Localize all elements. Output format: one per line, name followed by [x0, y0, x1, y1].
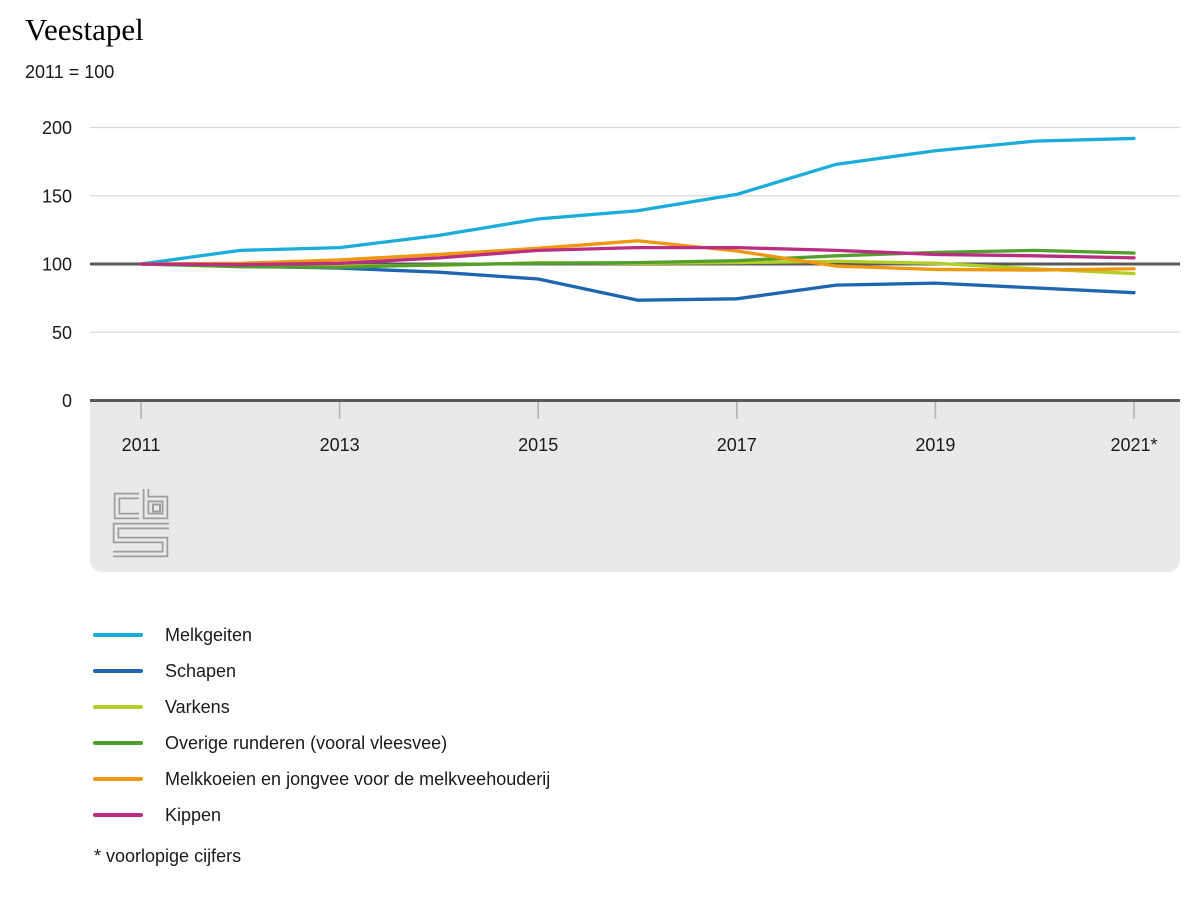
cbs-logo-b-dot	[152, 503, 161, 513]
cbs-logo	[112, 489, 169, 558]
x-tick-label-2015: 2015	[518, 435, 558, 455]
legend-swatch-schapen	[93, 669, 143, 673]
y-tick-label-0: 0	[62, 391, 72, 411]
legend-label-overige-runderen-vooral-vleesvee: Overige runderen (vooral vleesvee)	[165, 732, 448, 753]
cbs-logo-stroke-inner-0	[115, 494, 139, 518]
series-line-kippen	[139, 245, 1136, 267]
cbs-logo-stroke-inner-2	[113, 524, 169, 556]
y-tick-label-100: 100	[42, 255, 72, 275]
x-tick-label-2019: 2019	[915, 435, 955, 455]
legend-item-kippen: Kippen	[93, 797, 550, 833]
legend-swatch-melkkoeien-en-jongvee-voor-de-melkveehouderij	[93, 777, 143, 781]
legend-item-overige-runderen-vooral-vleesvee: Overige runderen (vooral vleesvee)	[93, 725, 550, 761]
y-tick-label-150: 150	[42, 186, 72, 206]
legend-item-schapen: Schapen	[93, 653, 550, 689]
page-title: Veestapel	[25, 12, 144, 47]
legend-swatch-kippen	[93, 813, 143, 817]
series-line-melkkoeien-en-jongvee-voor-de-melkveehouderij	[139, 239, 1136, 272]
y-tick-label-50: 50	[52, 323, 72, 343]
x-tick-label-2011: 2011	[122, 435, 161, 455]
legend-swatch-overige-runderen-vooral-vleesvee	[93, 741, 143, 745]
legend-item-melkkoeien-en-jongvee-voor-de-melkveehouderij: Melkkoeien en jongvee voor de melkveehou…	[93, 761, 550, 797]
legend-label-varkens: Varkens	[165, 696, 230, 717]
legend-label-schapen: Schapen	[165, 660, 237, 681]
legend-label-melkgeiten: Melkgeiten	[165, 624, 253, 645]
x-tick-label-2013: 2013	[320, 435, 360, 455]
line-chart: 2011 2013 2015 2017 2019 2021* 0 50 100 150 200	[42, 118, 1180, 572]
chart-legend: Melkgeiten Schapen Varkens Overige runderen…	[93, 617, 550, 833]
x-tick-label-2017: 2017	[717, 435, 757, 455]
legend-label-melkkoeien-en-jongvee-voor-de-melkveehouderij: Melkkoeien en jongvee voor de melkveehou…	[165, 768, 551, 789]
y-tick-label-200: 200	[42, 118, 72, 138]
cbs-logo-stroke-inner-1	[144, 489, 167, 518]
legend-swatch-melkgeiten	[93, 633, 143, 637]
legend-item-varkens: Varkens	[93, 689, 550, 725]
x-axis-band	[90, 400, 1180, 572]
chart-subtitle: 2011 = 100	[25, 62, 115, 82]
series-line-overige-runderen-vooral-vleesvee	[139, 248, 1136, 270]
legend-label-kippen: Kippen	[165, 804, 222, 825]
footnote: * voorlopige cijfers	[94, 846, 242, 866]
legend-item-melkgeiten: Melkgeiten	[93, 617, 550, 653]
legend-swatch-varkens	[93, 705, 143, 709]
x-tick-label-2021: 2021*	[1110, 435, 1157, 455]
series-line-melkgeiten	[139, 136, 1136, 266]
